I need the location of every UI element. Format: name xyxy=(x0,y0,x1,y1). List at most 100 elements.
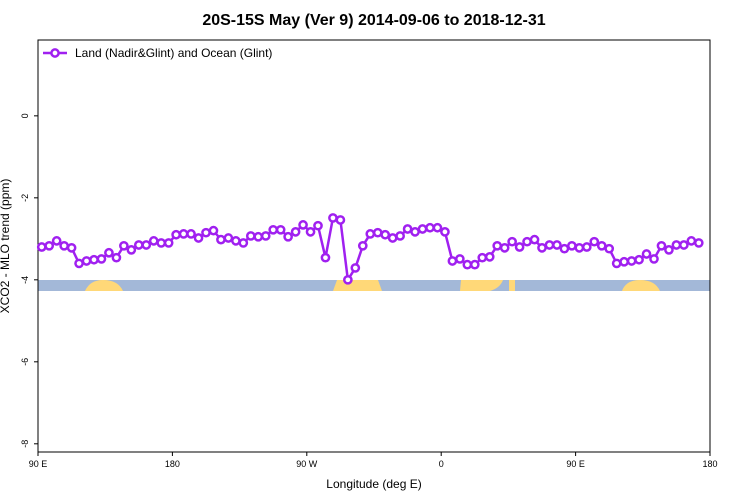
data-point xyxy=(484,252,495,262)
x-tick-label: 90 E xyxy=(566,459,585,469)
data-point xyxy=(126,245,137,255)
data-point xyxy=(328,213,338,223)
data-point xyxy=(335,215,346,225)
data-point xyxy=(275,224,286,235)
data-point xyxy=(537,242,547,253)
data-point xyxy=(559,243,570,254)
data-point xyxy=(305,227,316,237)
data-point xyxy=(372,227,383,238)
data-point xyxy=(156,238,167,248)
data-point xyxy=(290,227,301,237)
data-point xyxy=(686,236,697,246)
data-point xyxy=(492,240,503,251)
data-point xyxy=(350,263,361,273)
data-point xyxy=(671,240,682,250)
data-point xyxy=(163,238,174,248)
data-point xyxy=(455,254,465,264)
data-point xyxy=(298,220,308,230)
data-point xyxy=(208,225,219,236)
surface-band xyxy=(38,280,710,291)
data-point xyxy=(514,242,525,252)
data-point xyxy=(395,231,405,241)
data-point xyxy=(245,231,256,241)
data-point xyxy=(119,240,129,251)
data-point xyxy=(141,240,152,250)
data-point xyxy=(626,256,637,266)
data-point xyxy=(544,240,555,250)
data-point xyxy=(171,229,181,240)
data-point xyxy=(223,233,234,243)
data-point xyxy=(59,240,69,251)
data-point xyxy=(313,220,323,231)
data-point xyxy=(432,222,443,233)
data-point xyxy=(611,258,622,269)
x-axis-label: Longitude (deg E) xyxy=(326,477,421,491)
data-point xyxy=(477,252,488,263)
data-point xyxy=(596,240,607,251)
data-point xyxy=(36,242,47,252)
y-tick-label: 0 xyxy=(20,113,30,118)
data-point xyxy=(425,222,435,233)
data-point xyxy=(133,240,144,250)
data-point xyxy=(469,259,480,270)
data-point xyxy=(567,240,577,251)
data-point xyxy=(380,229,391,240)
data-point xyxy=(619,256,629,267)
data-point xyxy=(238,238,249,248)
data-point xyxy=(417,224,428,234)
data-point xyxy=(447,256,458,266)
data-point xyxy=(365,229,376,239)
data-point xyxy=(440,227,450,237)
data-point xyxy=(253,231,264,242)
data-point xyxy=(552,240,562,250)
data-point xyxy=(186,229,196,239)
y-tick-label: -6 xyxy=(20,358,30,366)
data-point xyxy=(656,240,667,251)
data-point xyxy=(193,233,204,243)
data-point xyxy=(387,233,398,243)
x-tick-label: 180 xyxy=(165,459,180,469)
data-point xyxy=(178,229,189,239)
data-point xyxy=(664,245,674,255)
data-point xyxy=(320,252,331,263)
x-tick-label: 90 E xyxy=(29,459,48,469)
data-point xyxy=(111,252,122,263)
y-tick-label: -8 xyxy=(20,440,30,448)
data-point xyxy=(357,240,368,251)
data-point xyxy=(522,236,532,247)
data-point xyxy=(74,258,84,269)
data-point xyxy=(51,236,62,246)
chart-title: 20S-15S May (Ver 9) 2014-09-06 to 2018-1… xyxy=(202,12,545,29)
data-point xyxy=(693,238,704,248)
data-point xyxy=(201,227,211,238)
data-point xyxy=(148,236,159,246)
data-point xyxy=(574,242,585,253)
data-point xyxy=(462,259,473,270)
y-tick-label: -2 xyxy=(20,194,30,202)
data-point xyxy=(343,274,353,285)
data-point xyxy=(231,236,241,246)
data-point xyxy=(104,247,114,258)
data-point xyxy=(649,254,659,264)
data-point xyxy=(66,242,77,253)
data-point xyxy=(89,254,99,265)
y-tick-label: -4 xyxy=(20,276,30,284)
data-point xyxy=(499,242,510,253)
data-point xyxy=(410,227,420,237)
data-point xyxy=(634,254,644,265)
data-point xyxy=(581,242,592,252)
legend-label: Land (Nadir&Glint) and Ocean (Glint) xyxy=(75,46,272,60)
data-point xyxy=(641,249,652,259)
legend-marker xyxy=(50,48,60,58)
data-point xyxy=(507,236,517,247)
data-point xyxy=(44,240,55,251)
y-axis-label: XCO2 - MLO trend (ppm) xyxy=(0,179,12,314)
x-tick-label: 90 W xyxy=(296,459,318,469)
data-point xyxy=(268,224,279,235)
data-point xyxy=(529,234,540,245)
data-point xyxy=(96,254,107,264)
data-point xyxy=(604,243,615,254)
x-tick-label: 0 xyxy=(439,459,444,469)
data-point xyxy=(402,224,413,234)
